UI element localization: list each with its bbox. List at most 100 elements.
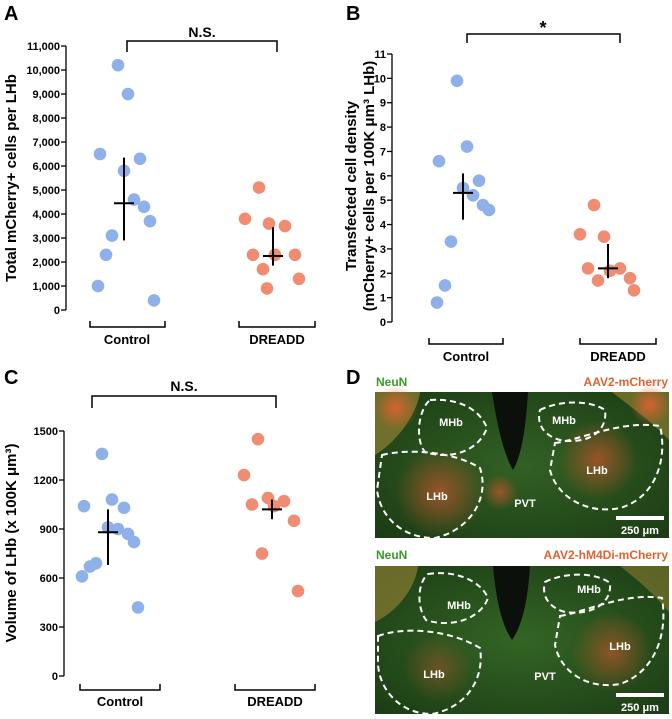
micrograph-bottom-region-lhb-left: LHb [423, 669, 445, 681]
micrograph-top-region-mhb-right: MHb [552, 415, 576, 427]
panel-d-label: D [346, 367, 360, 389]
data-point-dreadd [278, 219, 292, 233]
panel-d-micrographs: D NeuN AAV2-mCherry MHb MHb LHb LHb PVT [346, 367, 670, 716]
y-tick-label: 7,000 [32, 137, 60, 149]
panel-c-points [75, 432, 305, 614]
micrograph-top-region-lhb-left: LHb [426, 491, 448, 503]
data-point-dreadd [256, 262, 270, 276]
panel-b-points [430, 74, 641, 309]
y-tick-label: 11,000 [27, 41, 60, 53]
y-tick-label: 9 [380, 98, 386, 110]
data-point-control [450, 74, 464, 88]
panel-c-significance-bracket [91, 395, 277, 408]
y-tick-label: 10 [374, 73, 386, 85]
y-tick-label: 7 [380, 146, 386, 158]
y-tick-label: 1,000 [32, 281, 60, 293]
y-tick-label: 5 [380, 195, 386, 207]
micrograph-bottom-region-lhb-right: LHb [609, 641, 631, 653]
data-point-control [143, 214, 157, 228]
y-tick-label: 8,000 [32, 113, 60, 125]
micrograph-bottom-stain-label: NeuN [376, 548, 407, 562]
data-point-control [121, 87, 135, 101]
data-point-control [127, 535, 141, 549]
panel-c-label: C [4, 367, 18, 389]
data-point-control [91, 279, 105, 293]
data-point-control [432, 154, 446, 168]
data-point-dreadd [603, 264, 617, 278]
y-tick-label: 6,000 [32, 161, 60, 173]
data-point-control [460, 140, 474, 153]
panel-a-points [91, 58, 306, 307]
panel-a-category-dreadd: DREADD [249, 332, 305, 347]
data-point-dreadd [255, 547, 269, 560]
panel-b-y-axis-label-units: (mCherry+ cells per 100K μm³ LHb) [361, 61, 378, 312]
y-tick-label: 10,000 [26, 65, 60, 77]
data-point-dreadd [573, 227, 587, 241]
y-tick-label: 1 [380, 293, 386, 305]
micrograph-bottom: NeuN AAV2-hM4Di-mCherry MHb MHb LHb LHb … [375, 548, 669, 716]
data-point-control [83, 560, 97, 573]
data-point-control [482, 203, 496, 217]
micrograph-bottom-region-mhb-left: MHb [447, 600, 471, 612]
panel-c-dreadd-group-bracket [234, 684, 316, 691]
y-tick-label: 11 [374, 49, 386, 61]
data-point-dreadd [238, 212, 252, 226]
data-point-dreadd [267, 499, 281, 513]
data-point-dreadd [268, 248, 282, 262]
data-point-dreadd [287, 514, 301, 528]
micrograph-top-scale-bar [616, 516, 664, 520]
data-point-control [444, 235, 458, 248]
data-point-dreadd [291, 584, 305, 598]
y-tick-label: 5,000 [32, 185, 60, 197]
data-point-control [75, 570, 89, 583]
micrograph-bottom-region-mhb-right: MHb [577, 584, 601, 596]
data-point-dreadd [613, 262, 627, 275]
panel-a-label: A [4, 3, 18, 25]
panel-a-y-axis-label: Total mCherry+ cells per LHb [3, 74, 20, 282]
panel-c-y-axis-label: Volume of LHb (x 100K μm³) [3, 444, 20, 643]
y-tick-label: 2,000 [32, 257, 60, 269]
data-point-control [93, 147, 107, 161]
data-point-control [105, 493, 119, 506]
data-point-control [131, 601, 145, 614]
data-point-dreadd [581, 262, 595, 275]
panel-a-significance-label: N.S. [188, 24, 215, 40]
data-point-dreadd [591, 274, 605, 287]
micrograph-top-scale-label: 250 μm [621, 525, 659, 537]
panel-c-y-axis: 0 300 600 900 1200 1500 [34, 426, 65, 683]
data-point-control [95, 447, 109, 461]
panel-c-category-control: Control [97, 694, 143, 709]
y-tick-label: 2 [380, 268, 386, 280]
y-tick-label: 900 [40, 524, 58, 536]
y-tick-label: 1200 [34, 475, 58, 487]
y-tick-label: 6 [380, 171, 386, 183]
micrograph-bottom-virus-label: AAV2-hM4Di-mCherry [544, 548, 669, 562]
y-tick-label: 600 [40, 573, 58, 585]
panel-c-chart: C Volume of LHb (x 100K μm³) 0 300 600 900 1… [3, 367, 316, 709]
y-tick-label: 0 [52, 671, 58, 683]
micrograph-bottom-scale-bar [616, 693, 664, 697]
panel-b-significance-label: * [539, 18, 546, 38]
panel-c-significance-label: N.S. [170, 378, 197, 394]
data-point-control [438, 279, 452, 292]
panel-b-label: B [346, 3, 360, 25]
data-point-dreadd [627, 284, 641, 297]
y-tick-label: 0 [54, 305, 60, 317]
data-point-dreadd [252, 181, 266, 194]
y-tick-label: 0 [380, 317, 386, 329]
panel-b-dreadd-group-bracket [579, 338, 657, 345]
data-point-dreadd [246, 248, 260, 262]
micrograph-bottom-region-pvt: PVT [534, 671, 556, 683]
data-point-control [472, 174, 486, 187]
panel-b-category-dreadd: DREADD [590, 349, 646, 364]
micrograph-top-region-lhb-right: LHb [586, 465, 608, 477]
y-tick-label: 8 [380, 122, 386, 134]
data-point-control [117, 501, 131, 515]
y-tick-label: 4,000 [32, 209, 60, 221]
panel-a-chart: A Total mCherry+ cells per LHb 0 1,000 2,0… [3, 3, 316, 347]
data-point-dreadd [262, 217, 276, 230]
data-point-control [77, 499, 91, 513]
micrograph-top-region-mhb-left: MHb [439, 417, 463, 429]
panel-c-control-group-bracket [79, 684, 161, 691]
data-point-control [99, 248, 113, 262]
